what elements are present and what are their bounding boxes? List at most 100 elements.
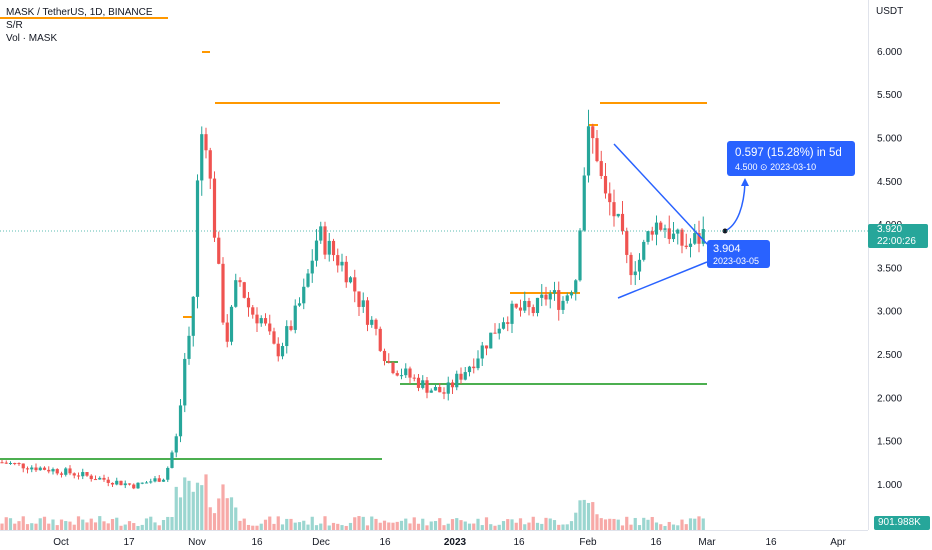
candle-body <box>119 480 123 486</box>
volume-bar <box>327 525 331 530</box>
volume-bar <box>391 522 395 530</box>
volume-bar <box>404 518 408 530</box>
volume-bar <box>654 522 659 530</box>
candle-body <box>442 392 446 394</box>
volume-bar <box>408 523 412 530</box>
price-tick-label: 5.500 <box>877 90 902 101</box>
volume-bar <box>446 523 450 530</box>
candle-body <box>276 343 280 357</box>
candle-body <box>633 271 637 276</box>
candle-body <box>140 482 144 484</box>
candle-body <box>293 305 297 330</box>
candle-body <box>55 469 59 474</box>
volume-bar <box>64 521 68 530</box>
volume-bar <box>387 522 391 530</box>
volume-bar <box>272 523 276 530</box>
volume-bar <box>276 516 280 530</box>
candle-body <box>650 231 654 235</box>
time-tick-label: 16 <box>513 537 525 548</box>
candle-body <box>701 229 705 244</box>
candle-body <box>76 475 81 477</box>
candle-body <box>8 463 13 465</box>
volume-bar <box>17 521 21 530</box>
time-axis[interactable]: Oct 17 Nov 16 Dec 16 2023 16 Feb 16 Mar 16 Apr <box>0 530 868 549</box>
price-tick-label: 2.500 <box>877 350 902 361</box>
candle-body <box>127 483 132 485</box>
candlesticks <box>0 109 705 490</box>
candle-body <box>208 150 212 179</box>
volume-bar <box>81 519 85 530</box>
candle-body <box>591 126 595 139</box>
candle-body <box>221 263 225 323</box>
price-axis[interactable]: 6.0005.5005.0004.5004.0003.5003.0002.500… <box>868 0 903 530</box>
volume-bar <box>603 519 608 530</box>
volume-bar <box>302 520 306 530</box>
price-tick-label: 1.500 <box>877 437 902 448</box>
volume-bar <box>234 507 238 530</box>
candle-body <box>348 277 353 283</box>
candle-body <box>620 213 625 232</box>
volume-bar <box>616 519 620 530</box>
candle-body <box>599 161 603 176</box>
volume-bar <box>382 520 387 530</box>
sr-indicator-label[interactable]: S/R <box>6 20 23 31</box>
candle-body <box>667 228 671 240</box>
volume-bar <box>489 524 493 530</box>
projection-curve <box>724 182 746 232</box>
volume-bar <box>684 524 688 530</box>
candle-body <box>280 346 285 357</box>
volume-bar <box>238 520 242 530</box>
candle-body <box>370 319 374 325</box>
candle-body <box>212 178 217 238</box>
volume-indicator-label[interactable]: Vol · MASK <box>6 33 58 44</box>
candle-body <box>506 322 510 324</box>
volume-bar <box>438 518 442 530</box>
candle-body <box>81 472 85 477</box>
candle-body <box>115 480 119 485</box>
candle-body <box>459 373 463 380</box>
volume-bar <box>353 517 357 530</box>
measure-change: 0.597 (15.28%) in 5d <box>735 147 842 159</box>
volume-bar <box>76 516 81 530</box>
candle-body <box>391 362 395 374</box>
volume-bar <box>531 516 535 530</box>
candle-body <box>421 380 425 388</box>
candle-body <box>693 233 697 244</box>
volume-bar <box>268 516 272 530</box>
candle-body <box>574 280 578 293</box>
candle-body <box>395 373 399 376</box>
volume-bar <box>89 518 93 530</box>
volume-bar <box>85 522 89 530</box>
volume-bar <box>442 525 446 530</box>
symbol-title[interactable]: MASK / TetherUS, 1D, BINANCE <box>6 7 153 18</box>
candle-body <box>204 134 208 151</box>
volume-bar <box>701 518 705 530</box>
volume-bar <box>591 502 595 530</box>
candle-body <box>616 213 620 217</box>
volume-bar <box>642 517 646 530</box>
candle-body <box>178 405 183 437</box>
time-tick-label: 16 <box>379 537 391 548</box>
volume-bar <box>132 523 136 530</box>
volume-bar <box>68 521 72 530</box>
candle-body <box>612 202 616 217</box>
volume-bar <box>204 474 208 530</box>
volume-bar <box>620 525 625 530</box>
price-label-box[interactable]: 3.904 2023-03-05 <box>707 240 770 268</box>
candle-body <box>132 484 136 489</box>
volume-bar <box>55 525 59 530</box>
candle-body <box>561 300 565 310</box>
volume-bars <box>0 474 705 530</box>
volume-bar <box>484 517 489 530</box>
volume-bar <box>246 524 251 530</box>
volume-bar <box>13 523 17 530</box>
candle-body <box>361 300 365 307</box>
price-tick-label: 2.000 <box>877 393 902 404</box>
volume-bar <box>540 523 544 530</box>
measure-tooltip[interactable]: 0.597 (15.28%) in 5d 4.500 ⊙ 2023-03-10 <box>727 141 855 176</box>
candle-body <box>200 134 204 181</box>
candle-body <box>323 226 327 255</box>
volume-bar <box>225 498 229 530</box>
candle-body <box>17 463 21 465</box>
